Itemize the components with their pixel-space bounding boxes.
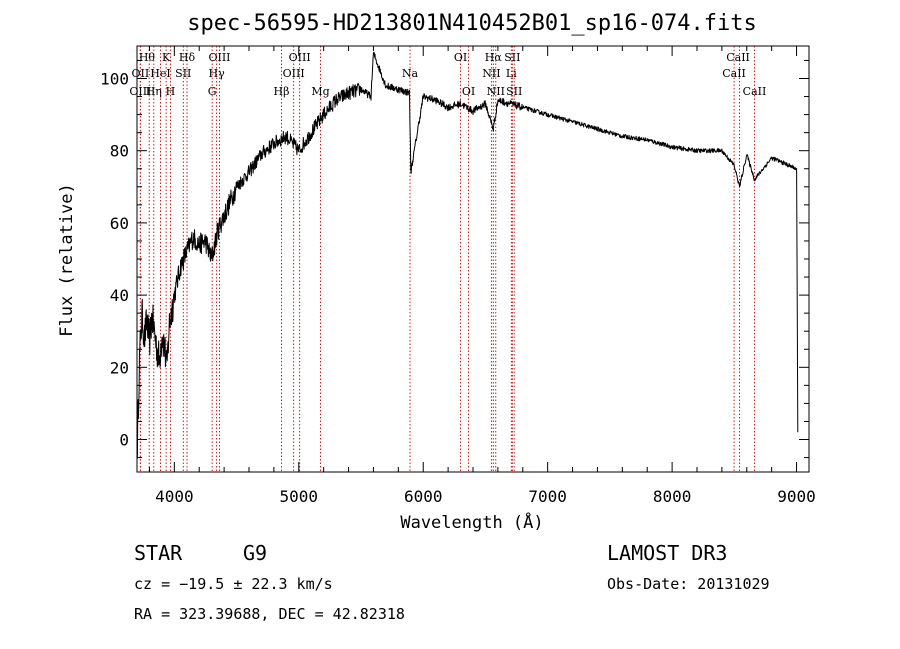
- spectral-line-label: Hδ: [179, 51, 196, 64]
- spectral-line-label: Hθ: [139, 51, 156, 64]
- y-tick-label: 40: [110, 286, 129, 305]
- y-axis-label: Flux (relative): [57, 183, 77, 337]
- x-tick-label: 8000: [653, 487, 692, 506]
- spectral-line-label: Li: [506, 67, 517, 80]
- spectral-line-label: H: [166, 85, 176, 98]
- x-axis-ticks: 4000 5000 6000 7000 8000 9000: [148, 46, 816, 506]
- spectral-line-label: Na: [402, 67, 419, 80]
- y-tick-label: 80: [110, 142, 129, 161]
- spectral-line-label: Mg: [311, 85, 329, 98]
- redshift-readout: cz = −19.5 ± 22.3 km/s: [134, 575, 333, 593]
- spectral-line-label: CaII: [722, 67, 746, 80]
- y-tick-label: 20: [110, 358, 129, 377]
- y-tick-label: 60: [110, 214, 129, 233]
- spectrum-series-line: [136, 51, 799, 459]
- survey-name: LAMOST DR3: [607, 541, 727, 565]
- spectral-line-label: OIII: [289, 51, 311, 64]
- spectral-line-label: SII: [504, 51, 520, 64]
- spectral-line-label: NII: [487, 85, 505, 98]
- x-tick-label: 4000: [155, 487, 194, 506]
- y-tick-label: 0: [119, 431, 129, 450]
- spectrum-layer: [136, 51, 799, 459]
- spectral-line-label: CaII: [726, 51, 750, 64]
- spectral-line-label: Hη: [146, 85, 162, 98]
- x-tick-label: 5000: [280, 487, 319, 506]
- y-axis-ticks: 0 20 40 60 80 100: [100, 59, 809, 459]
- object-class: STAR: [134, 541, 183, 565]
- spectral-line-label: OIII: [129, 85, 151, 98]
- spectral-line-label: OIII: [208, 51, 230, 64]
- spectral-line-label: Hγ: [209, 67, 226, 80]
- spectral-line-label: Hβ: [274, 85, 290, 98]
- plot-frame: [136, 45, 810, 473]
- coordinates-readout: RA = 323.39688, DEC = 42.82318: [134, 605, 405, 623]
- spectral-line-label: OII: [132, 67, 150, 80]
- observation-date: Obs-Date: 20131029: [607, 575, 770, 593]
- spectral-line-label: Hα: [485, 51, 503, 64]
- spectral-line-label: CaII: [743, 85, 767, 98]
- spectral-line-label: HeI: [150, 67, 170, 80]
- x-tick-label: 7000: [528, 487, 567, 506]
- x-axis-label: Wavelength (Å): [400, 511, 543, 533]
- spectral-line-label: OI: [454, 51, 467, 64]
- spectral-subclass: G9: [243, 541, 267, 565]
- x-tick-label: 9000: [777, 487, 816, 506]
- spectral-line-label: OIII: [283, 67, 305, 80]
- chart-title: spec-56595-HD213801N410452B01_sp16-074.f…: [187, 11, 757, 36]
- spectral-line-label: NII: [482, 67, 500, 80]
- spectral-line-label: SII: [506, 85, 522, 98]
- spectral-line-label: G: [208, 85, 217, 98]
- x-tick-label: 6000: [404, 487, 443, 506]
- spectral-line-label: K: [162, 51, 171, 64]
- spectral-line-label: OI: [462, 85, 475, 98]
- spectral-line-label: SII: [175, 67, 191, 80]
- y-tick-label: 100: [100, 69, 129, 88]
